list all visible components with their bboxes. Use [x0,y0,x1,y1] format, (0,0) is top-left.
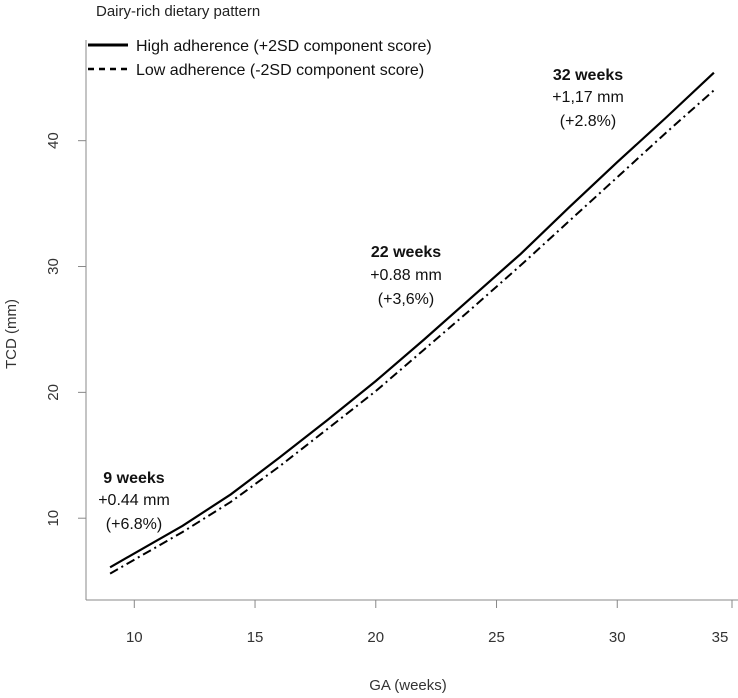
legend-label-high: High adherence (+2SD component score) [136,38,432,55]
annotation-22-weeks-pct: (+3,6%) [378,291,434,308]
x-axis-title: GA (weeks) [369,677,447,694]
x-ticks: 10 15 20 25 30 35 [126,600,733,646]
annotation-9-weeks-pct: (+6.8%) [106,516,162,533]
legend: High adherence (+2SD component score) Lo… [88,38,432,79]
y-tick-label: 40 [45,132,62,149]
y-ticks: 10 20 30 40 [45,132,86,527]
annotation-32-weeks-pct: (+2.8%) [560,113,616,130]
y-tick-label: 10 [45,510,62,527]
x-tick-label: 35 [712,629,729,646]
annotation-22-weeks-title: 22 weeks [371,244,441,261]
annotation-32-weeks-diff: +1,17 mm [552,89,624,106]
annotation-22-weeks: 22 weeks +0.88 mm (+3,6%) [370,244,442,308]
annotation-9-weeks: 9 weeks +0.44 mm (+6.8%) [98,470,170,533]
x-tick-label: 10 [126,629,143,646]
y-axis-title: TCD (mm) [3,299,20,369]
x-tick-label: 15 [247,629,264,646]
x-tick-label: 20 [367,629,384,646]
x-tick-label: 30 [609,629,626,646]
chart-title: Dairy-rich dietary pattern [96,3,260,20]
series-line-high-adherence [109,71,715,569]
annotation-9-weeks-title: 9 weeks [103,470,164,487]
legend-label-low: Low adherence (-2SD component score) [136,62,424,79]
annotation-22-weeks-diff: +0.88 mm [370,267,442,284]
y-tick-label: 30 [45,258,62,275]
annotation-9-weeks-diff: +0.44 mm [98,492,170,509]
series-lines [109,71,715,575]
annotation-32-weeks-title: 32 weeks [553,67,623,84]
annotation-32-weeks: 32 weeks +1,17 mm (+2.8%) [552,67,624,130]
x-tick-label: 25 [488,629,505,646]
series-line-low-adherence [109,89,715,575]
y-tick-label: 20 [45,384,62,401]
